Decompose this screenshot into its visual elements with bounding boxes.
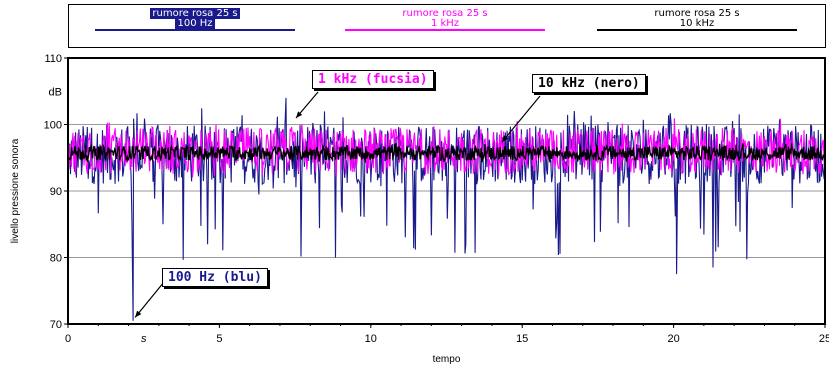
- legend-label-100hz: 100 Hz: [175, 18, 215, 29]
- y-axis-title: livello pressione sonora: [10, 138, 21, 243]
- annotation-arrow-10khz-head: [502, 135, 509, 142]
- annotation-arrow-1khz-head: [296, 111, 303, 118]
- legend-item-10khz: rumore rosa 25 s 10 kHz: [597, 8, 797, 32]
- x-tick-label-20: 20: [667, 333, 679, 345]
- legend-label-1khz: 1 kHz: [428, 18, 462, 29]
- annotation-100hz: 100 Hz (blu): [162, 268, 268, 287]
- legend-line-10khz: [597, 29, 797, 31]
- legend-line-1khz: [345, 29, 545, 31]
- y-unit-label: dB: [49, 86, 62, 98]
- legend-line-100hz: [95, 29, 295, 31]
- y-tick-label-110: 110: [44, 53, 62, 65]
- x-unit-label: s: [141, 333, 147, 345]
- legend-title-1khz: rumore rosa 25 s: [402, 8, 488, 19]
- x-tick-label-0: 0: [65, 333, 71, 345]
- x-tick-label-10: 10: [365, 333, 377, 345]
- annotation-1khz: 1 kHz (fucsia): [312, 70, 434, 89]
- y-tick-label-100: 100: [44, 120, 62, 132]
- y-tick-label-80: 80: [50, 253, 62, 265]
- annotation-arrow-100hz: [134, 281, 165, 318]
- y-tick-label-90: 90: [50, 186, 62, 198]
- annotation-arrow-100hz-head: [135, 310, 142, 318]
- legend-item-1khz: rumore rosa 25 s 1 kHz: [345, 8, 545, 32]
- series-line-0: [67, 97, 826, 321]
- x-tick-label-15: 15: [516, 333, 528, 345]
- legend-item-100hz: rumore rosa 25 s 100 Hz: [95, 8, 295, 32]
- legend-title-100hz: rumore rosa 25 s: [150, 8, 240, 19]
- y-tick-label-70: 70: [50, 319, 62, 331]
- x-tick-label-5: 5: [216, 333, 222, 345]
- series-line-2: [67, 143, 826, 163]
- x-axis-title: tempo: [433, 354, 461, 365]
- annotation-arrow-10khz: [501, 95, 541, 143]
- legend-label-10khz: 10 kHz: [677, 18, 717, 29]
- x-tick-label-25: 25: [819, 333, 829, 345]
- legend-title-10khz: rumore rosa 25 s: [654, 8, 740, 19]
- annotation-10khz: 10 kHz (nero): [532, 74, 646, 93]
